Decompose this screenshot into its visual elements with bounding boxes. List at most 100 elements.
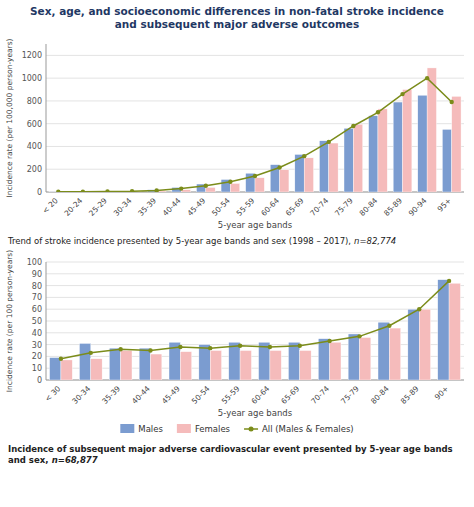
y-axis-line [46, 262, 47, 380]
line-point [253, 174, 257, 178]
grid-line [46, 285, 464, 286]
grid-line [46, 356, 464, 357]
caption-line: Trend of stroke incidence presented by 5… [7, 236, 351, 246]
caption-line: and sex, [8, 455, 48, 465]
y-tick-label: 50 [32, 317, 42, 326]
line [58, 78, 451, 192]
x-tick-label: 55-59 [235, 196, 257, 218]
bar [139, 348, 150, 380]
bar [452, 96, 461, 192]
bar [79, 343, 90, 380]
x-tick-label: 55-59 [220, 384, 242, 406]
y-tick-label: 80 [32, 282, 42, 291]
line-point [450, 100, 454, 104]
bar [210, 351, 221, 381]
line-point [268, 345, 272, 349]
bar [318, 339, 329, 380]
line-point [179, 186, 183, 190]
bar [109, 348, 120, 380]
bar [330, 342, 341, 380]
x-tick-label: 20-24 [63, 196, 85, 218]
bar [360, 338, 371, 380]
x-tick-label: 90+ [433, 384, 451, 402]
x-tick-label: 50-54 [190, 384, 212, 406]
grid-line [46, 344, 464, 345]
bar [50, 358, 61, 380]
bar [449, 283, 460, 380]
legend-swatch [177, 424, 191, 433]
bar [408, 309, 419, 380]
y-axis: 020040060080010001200 [22, 44, 464, 197]
y-tick-label: 0 [37, 376, 42, 385]
line-point [81, 190, 85, 192]
caption: Trend of stroke incidence presented by 5… [7, 236, 351, 246]
grid-line [46, 321, 464, 322]
y-tick-label: 1000 [22, 74, 42, 83]
caption-italic: n=68,877 [52, 455, 98, 465]
title-line: and subsequent major adverse outcomes [115, 18, 360, 30]
bar [206, 187, 215, 192]
bar [240, 351, 251, 381]
bar [151, 354, 162, 380]
x-tick-label: 80-84 [369, 384, 391, 406]
bar [393, 102, 402, 192]
y-tick-label: 30 [32, 341, 42, 350]
line-point [154, 188, 158, 192]
line-point [447, 279, 451, 283]
x-axis-label: 5-year age bands [218, 408, 293, 418]
bar [369, 116, 378, 192]
x-tick-label: 35-39 [100, 384, 122, 406]
line-point [105, 189, 109, 192]
grid-line [46, 380, 464, 381]
y-tick-label: 100 [27, 258, 42, 267]
bar [91, 359, 102, 380]
x-tick-label: 45-49 [160, 384, 182, 406]
x-tick-label: 65-69 [279, 384, 301, 406]
x-tick-label: 50-54 [210, 196, 232, 218]
x-tick-label: 95+ [436, 196, 454, 214]
x-tick-label: 40-44 [161, 196, 183, 218]
title-line: Sex, age, and socioeconomic differences … [30, 5, 444, 17]
y-tick-label: 0 [37, 188, 42, 197]
grid-line [46, 262, 464, 263]
y-tick-label: 70 [32, 293, 42, 302]
plot-area [50, 279, 461, 380]
y-tick-label: 20 [32, 352, 42, 361]
line-point [400, 92, 404, 96]
bar [61, 360, 72, 380]
line-point [376, 110, 380, 114]
grid-line [46, 78, 464, 79]
chart-title: Sex, age, and socioeconomic differences … [30, 5, 444, 30]
bar [348, 334, 359, 380]
legend-label: Females [195, 424, 231, 434]
line-point [89, 351, 93, 355]
x-tick-label: 65-69 [284, 196, 306, 218]
legend-label: All (Males & Females) [262, 424, 354, 434]
x-tick-label: 30-34 [70, 384, 92, 406]
y-tick-label: 1200 [22, 51, 42, 60]
x-tick-label: 80-84 [358, 196, 380, 218]
grid-line [46, 273, 464, 274]
line-point [277, 165, 281, 169]
line-point [238, 344, 242, 348]
bar [270, 351, 281, 381]
line-point [208, 346, 212, 350]
bar [418, 95, 427, 192]
grid-line [46, 368, 464, 369]
x-tick-label: 45-49 [185, 196, 207, 218]
bar [442, 129, 451, 192]
legend-swatch [120, 424, 134, 433]
x-tick-label: 60-64 [259, 196, 281, 218]
bar [121, 351, 132, 381]
y-axis-line [46, 44, 47, 192]
bar [255, 178, 264, 192]
legend-label: Males [138, 424, 163, 434]
x-tick-label: 70-74 [308, 196, 330, 218]
x-axis-label: 5-year age bands [218, 220, 293, 230]
x-tick-label: < 30 [43, 384, 62, 403]
line-point [351, 124, 355, 128]
x-tick-label: 75-79 [333, 196, 355, 218]
grid-line [46, 332, 464, 333]
bar [344, 128, 353, 192]
bar [304, 158, 313, 192]
